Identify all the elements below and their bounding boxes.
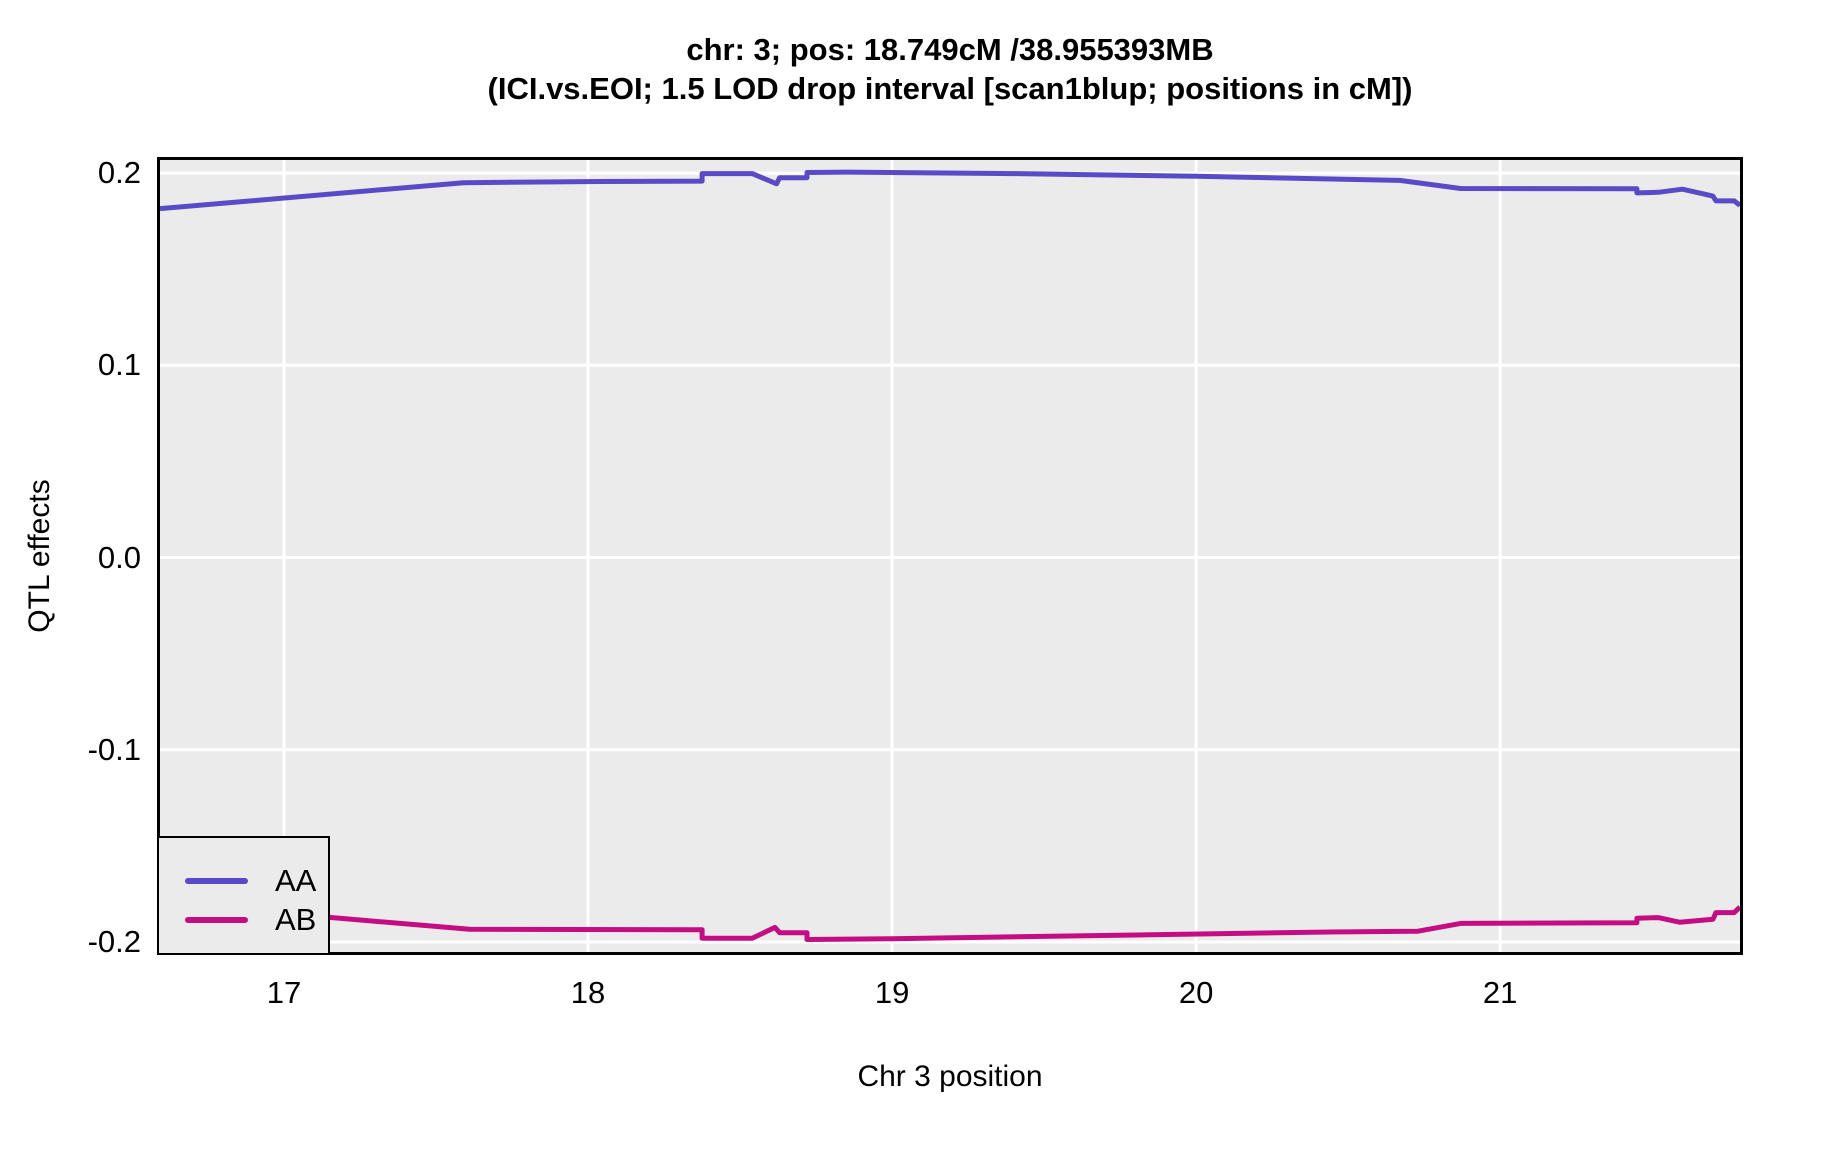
legend-box: AA AB xyxy=(157,836,330,955)
x-tick-label: 18 xyxy=(570,975,606,1010)
x-tick-label: 21 xyxy=(1482,975,1518,1010)
plot-panel xyxy=(157,157,1743,955)
x-axis-title: Chr 3 position xyxy=(857,1060,1043,1093)
y-tick-label: 0.0 xyxy=(97,539,141,575)
legend-item-aa: AA xyxy=(159,863,328,899)
y-tick-label: -0.2 xyxy=(87,924,141,959)
legend-label-aa: AA xyxy=(275,863,317,898)
ab-line-swatch xyxy=(185,917,248,923)
aa-line-swatch xyxy=(185,878,248,884)
x-tick-label: 20 xyxy=(1178,975,1214,1010)
chart-subtitle: (ICI.vs.EOI; 1.5 LOD drop interval [scan… xyxy=(487,71,1413,106)
chart-title-block: chr: 3; pos: 18.749cM /38.955393MB (ICI.… xyxy=(157,30,1743,108)
series-line-ab xyxy=(160,901,1740,942)
x-tick-label: 19 xyxy=(874,975,910,1010)
y-axis-title: QTL effects xyxy=(23,479,56,633)
legend-item-ab: AB xyxy=(159,902,328,938)
y-tick-label: 0.1 xyxy=(97,347,141,383)
x-tick-label: 17 xyxy=(266,975,302,1010)
series-line-aa xyxy=(160,169,1740,212)
legend-label-ab: AB xyxy=(275,902,317,937)
y-tick-label: -0.1 xyxy=(87,731,141,767)
chart-canvas xyxy=(160,160,1740,952)
y-tick-label: 0.2 xyxy=(97,155,141,191)
chart-title: chr: 3; pos: 18.749cM /38.955393MB xyxy=(686,32,1214,67)
